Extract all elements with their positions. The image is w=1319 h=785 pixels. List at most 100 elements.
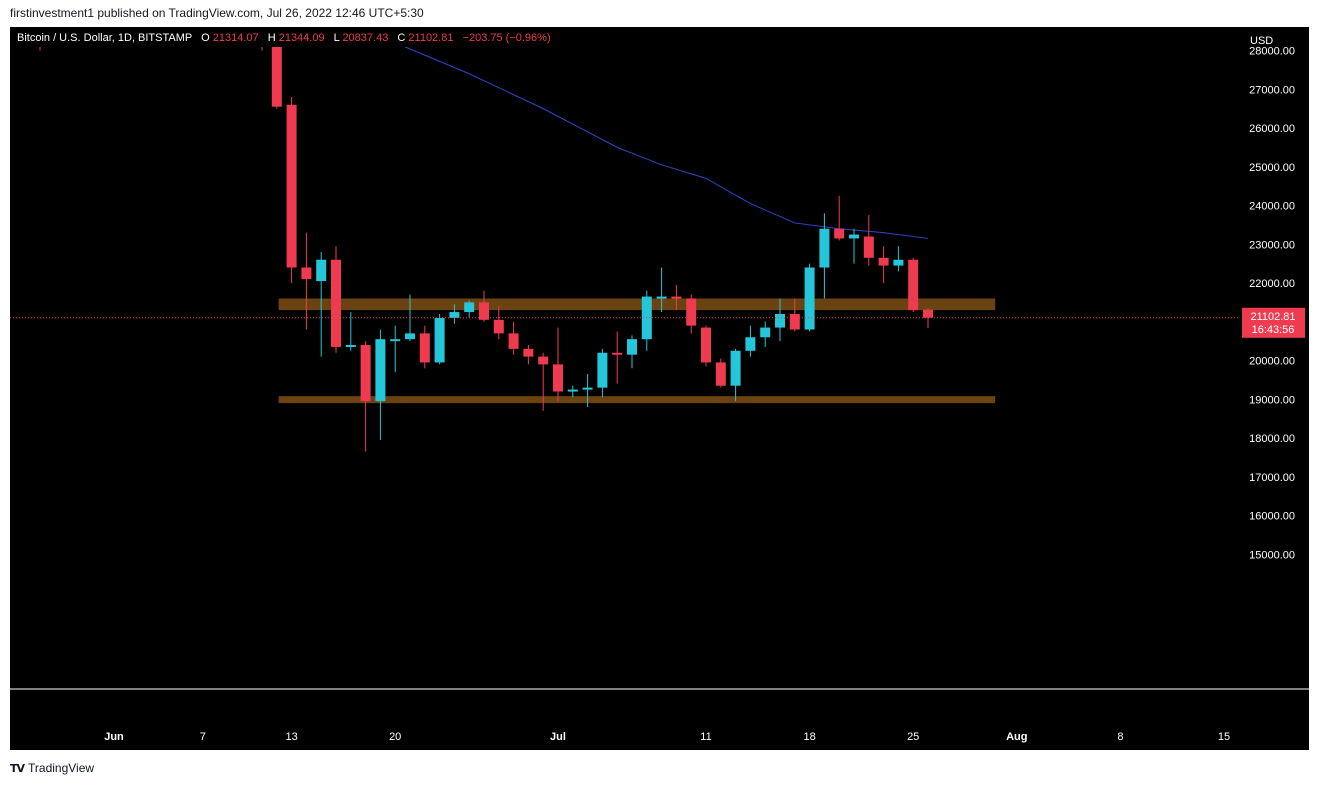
zone-0 — [278, 298, 996, 311]
zone-1 — [278, 396, 996, 404]
candle-body — [597, 352, 608, 388]
candle — [804, 263, 815, 332]
legend-low-label: L — [334, 32, 340, 44]
x-tick-label: 8 — [1117, 731, 1123, 743]
candle-body — [345, 345, 356, 347]
candle — [582, 374, 593, 407]
candle-body — [760, 327, 771, 338]
y-tick-label: 15000.00 — [1249, 549, 1295, 561]
candle — [331, 246, 341, 353]
zones-layer — [278, 298, 996, 404]
candle-body — [523, 348, 534, 357]
candle — [479, 290, 489, 322]
currency-label: USD — [1250, 35, 1273, 47]
x-tick-label: 20 — [389, 731, 401, 743]
candle-body — [745, 337, 756, 351]
candle — [641, 290, 652, 351]
candle — [301, 232, 312, 330]
candle — [390, 325, 401, 373]
candle-body — [419, 333, 430, 363]
candle-body — [286, 104, 297, 268]
candle-body — [923, 309, 933, 318]
candle — [286, 97, 297, 283]
candle-body — [301, 267, 312, 280]
candle-body — [686, 298, 697, 326]
candle-body — [331, 259, 341, 347]
candle — [508, 321, 519, 355]
candle — [538, 352, 549, 411]
candle-body — [878, 257, 889, 266]
candle-body — [834, 228, 845, 239]
candle-body — [627, 339, 637, 355]
candle — [553, 327, 563, 402]
candle — [908, 257, 919, 313]
price-axis[interactable]: 28000.00 27000.00 26000.00 25000.00 24000.00… — [1249, 46, 1295, 562]
candle — [760, 321, 771, 347]
candle — [819, 213, 830, 299]
moving-average-layer — [362, 27, 929, 239]
candle-body — [449, 312, 460, 318]
candle-body — [656, 296, 667, 299]
x-tick-label: 7 — [200, 731, 206, 743]
candle — [834, 195, 845, 241]
tradingview-logo-icon: TV — [10, 761, 25, 775]
legend-close-value: 21102.81 — [408, 32, 453, 44]
candle-body — [553, 364, 563, 392]
candle-body — [715, 362, 726, 386]
candle-body — [567, 389, 578, 392]
footer-label: TradingView — [28, 761, 95, 775]
candle-body — [375, 339, 386, 402]
candle-body — [271, 35, 282, 107]
candle-body — [819, 228, 830, 268]
candle-body — [701, 327, 711, 363]
candle — [849, 228, 859, 264]
candle — [745, 325, 756, 357]
last-price-badge: 21102.81 16:43:56 — [1242, 307, 1305, 338]
legend-high-value: 21344.09 — [279, 32, 325, 44]
candlestick-chart[interactable]: Bitcoin / U.S. Dollar, 1D, BITSTAMP O 21… — [10, 27, 1309, 750]
candle — [567, 385, 578, 398]
candle — [434, 314, 445, 365]
y-tick-label: 17000.00 — [1249, 472, 1295, 484]
candle — [493, 306, 504, 340]
legend-low-value: 20837.43 — [342, 32, 388, 44]
candle-body — [316, 259, 327, 282]
x-tick-label: 11 — [700, 731, 711, 743]
chart-panel[interactable]: Bitcoin / U.S. Dollar, 1D, BITSTAMP O 21… — [10, 27, 1309, 750]
y-tick-label: 19000.00 — [1249, 394, 1295, 406]
candle — [449, 304, 460, 324]
candle-body — [538, 356, 549, 365]
candle — [715, 358, 726, 388]
candle-body — [908, 259, 919, 311]
candle — [775, 298, 785, 342]
candle — [878, 246, 889, 283]
legend-change: −203.75 (−0.96%) — [463, 32, 551, 44]
y-tick-label: 26000.00 — [1249, 123, 1295, 135]
time-axis[interactable]: Jun 7 13 20 Jul 11 18 25 Aug 8 15 — [104, 731, 1230, 743]
candle — [612, 331, 623, 384]
candle — [627, 335, 637, 369]
candle-body — [405, 333, 415, 340]
candle-body — [390, 339, 401, 342]
chart-legend: Bitcoin / U.S. Dollar, 1D, BITSTAMP O 21… — [17, 32, 551, 44]
candle-body — [582, 387, 593, 390]
candle — [597, 348, 608, 398]
y-tick-label: 25000.00 — [1249, 162, 1295, 174]
legend-symbol: Bitcoin / U.S. Dollar, 1D, BITSTAMP — [17, 32, 192, 44]
candle-body — [863, 236, 874, 258]
y-tick-label: 22000.00 — [1249, 278, 1295, 290]
x-tick-label: 18 — [803, 731, 815, 743]
legend-close-label: C — [397, 32, 405, 44]
candle — [656, 267, 667, 313]
x-tick-label: Jun — [104, 731, 124, 743]
candle-body — [434, 317, 445, 363]
legend-high-label: H — [268, 32, 276, 44]
candle — [789, 298, 800, 332]
y-tick-label: 18000.00 — [1249, 433, 1295, 445]
candle — [419, 325, 430, 369]
candle-body — [804, 267, 815, 330]
x-tick-label: 15 — [1218, 731, 1230, 743]
x-tick-label: Aug — [1006, 731, 1027, 743]
candle-body — [849, 234, 859, 239]
moving-average-line — [362, 27, 929, 239]
